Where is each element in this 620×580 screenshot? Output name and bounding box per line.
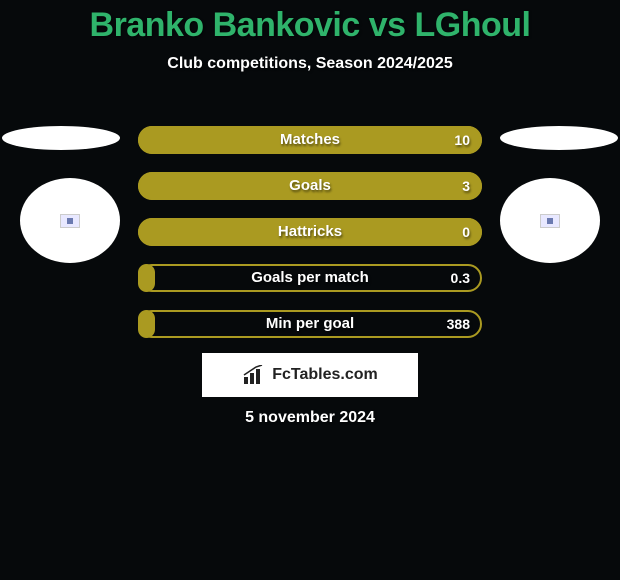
player-oval-right	[500, 126, 618, 150]
title-vs: vs	[360, 6, 415, 44]
player-oval-left	[2, 126, 120, 150]
player-badge-left	[20, 178, 120, 263]
stat-value: 0.3	[451, 264, 470, 292]
page-title: Branko Bankovic vs LGhoul	[0, 0, 620, 45]
stat-label: Hattricks	[138, 218, 482, 246]
title-left: Branko Bankovic	[90, 6, 360, 44]
chart-icon	[242, 365, 268, 385]
stat-value: 3	[462, 172, 470, 200]
stats-bars: Matches10 Goals3 Hattricks0 Goals per match…	[138, 126, 482, 356]
logo-text: FcTables.com	[272, 366, 378, 384]
stat-label: Matches	[138, 126, 482, 154]
stat-row: Hattricks0	[138, 218, 482, 246]
stat-row: Goals3	[138, 172, 482, 200]
stat-label: Min per goal	[138, 310, 482, 338]
stat-value: 10	[454, 126, 470, 154]
stat-value: 0	[462, 218, 470, 246]
stat-row: Matches10	[138, 126, 482, 154]
stat-row: Min per goal388	[138, 310, 482, 338]
player-badge-right	[500, 178, 600, 263]
subtitle: Club competitions, Season 2024/2025	[0, 55, 620, 73]
flag-icon	[540, 214, 560, 228]
date-text: 5 november 2024	[0, 409, 620, 427]
stat-value: 388	[447, 310, 470, 338]
stat-row: Goals per match0.3	[138, 264, 482, 292]
stat-label: Goals per match	[138, 264, 482, 292]
flag-icon	[60, 214, 80, 228]
title-right: LGhoul	[415, 6, 531, 44]
stat-label: Goals	[138, 172, 482, 200]
fctables-logo[interactable]: FcTables.com	[202, 353, 418, 397]
